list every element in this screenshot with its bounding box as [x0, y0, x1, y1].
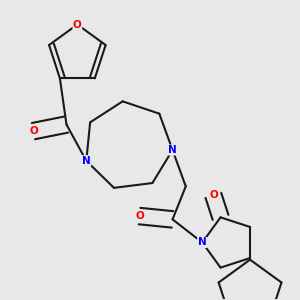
Text: N: N — [198, 238, 207, 248]
Text: N: N — [198, 238, 207, 248]
Text: O: O — [73, 20, 82, 29]
Text: N: N — [82, 156, 91, 166]
Text: N: N — [82, 156, 91, 166]
Text: O: O — [209, 190, 218, 200]
Text: O: O — [29, 126, 38, 136]
Text: O: O — [135, 211, 144, 221]
Text: N: N — [168, 145, 177, 155]
